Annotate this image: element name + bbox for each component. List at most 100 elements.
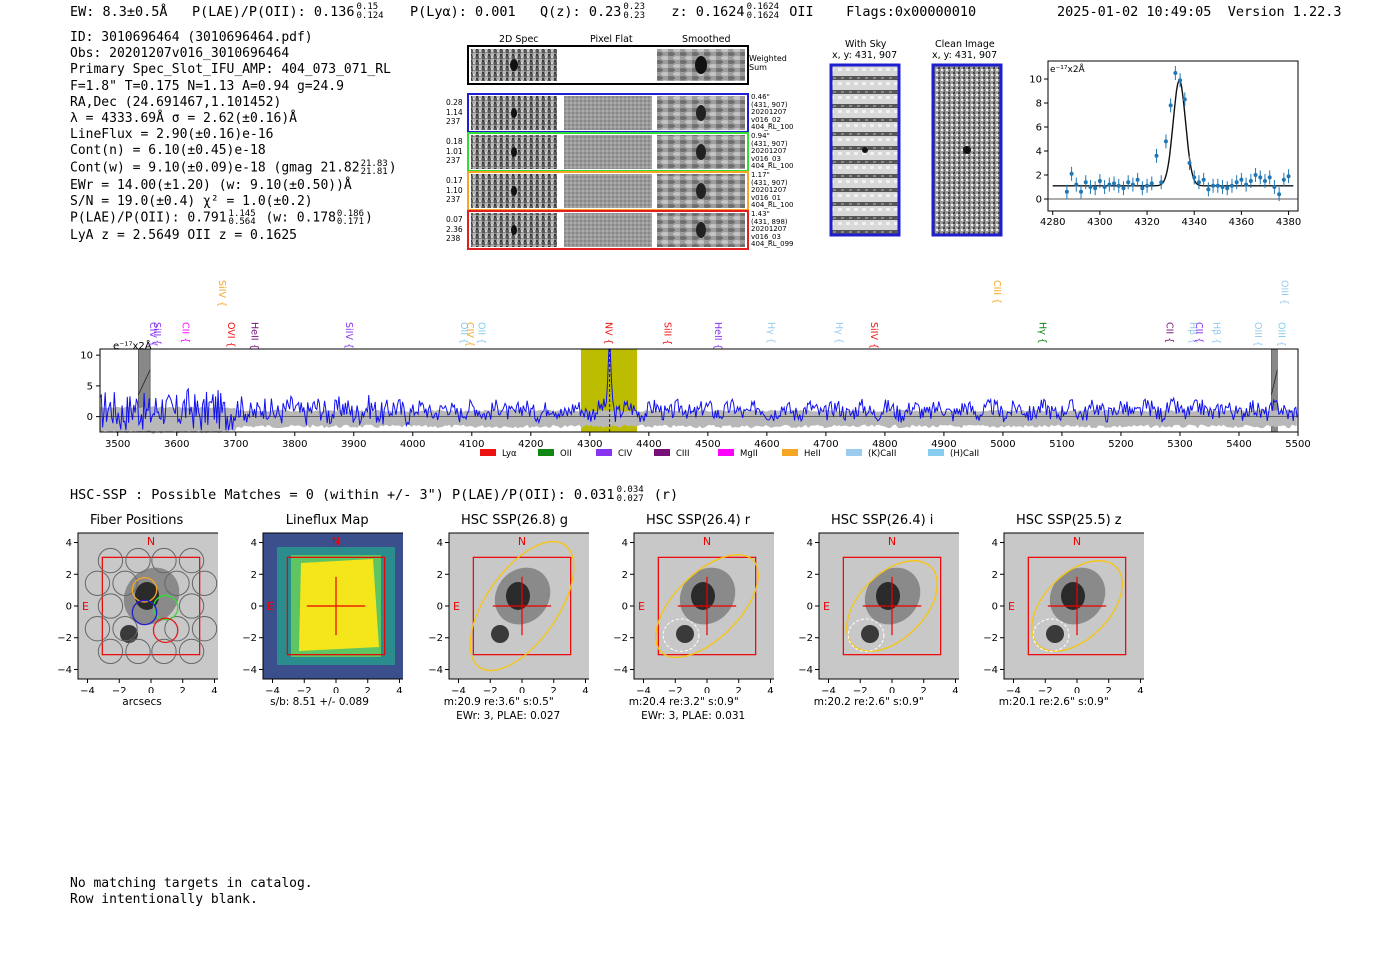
- spectrum-line-label: CII {: [1163, 322, 1174, 343]
- spectrum-y-tick-label: 10: [80, 351, 93, 362]
- zoom-y-tick-label: 8: [1036, 99, 1042, 110]
- spectrum-y-tick-label: 5: [87, 381, 93, 392]
- cutout-rows: [467, 93, 749, 250]
- row-left-value: 237: [446, 117, 461, 126]
- zoom-data-point: [1126, 180, 1131, 185]
- cutout-row-1: [467, 93, 749, 133]
- hsc-x-tick-label: 0: [148, 686, 154, 693]
- spectrum-error-envelope: [100, 406, 1297, 434]
- hsc-y-tick-label: 4: [992, 538, 998, 549]
- spectrum-line-label: SiIV {: [868, 322, 879, 349]
- spectrum-line-label: Hβ {: [1210, 322, 1221, 344]
- fiber-circle: [151, 547, 177, 574]
- spectrum-x-tick-label: 3600: [164, 439, 189, 450]
- spectrum-x-tick-label: 4800: [872, 439, 897, 450]
- clean-image-coords: x, y: 431, 907: [932, 50, 998, 61]
- col-label-pixelflat: Pixel Flat: [590, 34, 633, 45]
- hsc-x-tick-label: 2: [551, 686, 557, 693]
- hsc-y-tick-label: 0: [807, 602, 813, 613]
- info-plae-sup: 1.145: [228, 209, 256, 220]
- hsc-x-tick-label: 0: [1074, 686, 1080, 693]
- spectrum-unit-label: e⁻¹⁷x2Å: [113, 339, 152, 352]
- row-left-value: 2.36: [446, 224, 463, 234]
- spectrum-x-tick-label: 4100: [459, 439, 484, 450]
- hsc-panel-3: N E −4 −4 −2 −2 0 0 2 2 4 4: [429, 532, 589, 693]
- compass-north: N: [1073, 535, 1081, 548]
- row-pixelflat-image: [564, 213, 652, 247]
- fiber-circle: [125, 547, 151, 574]
- row-left-value: 237: [446, 195, 461, 204]
- legend-swatch: [480, 449, 496, 456]
- zoom-data-point: [1239, 177, 1244, 182]
- fiber-circle: [97, 547, 124, 574]
- hsc-panel-caption-2: EWr: 3, PLAE: 0.027: [456, 710, 561, 722]
- row-right-value: 404_RL_100: [751, 201, 794, 210]
- info-slot: Primary Spec_Slot_IFU_AMP: 404_073_071_R…: [70, 62, 391, 78]
- spectrum-line-label: SiIV {: [216, 280, 227, 307]
- hsc-y-tick-label: 4: [807, 538, 813, 549]
- companion-source: [861, 625, 879, 643]
- weighted-sum-row: [467, 45, 749, 85]
- row-right-value: 404_RL_100: [751, 123, 794, 132]
- compass-east: E: [638, 600, 645, 613]
- spectrum-line-label: OIII {: [1278, 280, 1289, 305]
- spectrum-x-tick-label: 4000: [400, 439, 425, 450]
- fiber-circle: [84, 570, 111, 596]
- spectrum-mask-hatch: [1271, 369, 1278, 395]
- zoom-x-tick-label: 4360: [1229, 217, 1254, 228]
- spectrum-line-marker: OVI {: [225, 322, 236, 348]
- row-left-value: 237: [446, 156, 461, 165]
- fiber-circle: [112, 570, 138, 596]
- spectrum-x-tick-label: 5200: [1108, 439, 1133, 450]
- spectrum-line-marker: OIII {: [1252, 322, 1263, 347]
- spectrum-x-tick-label: 3700: [223, 439, 248, 450]
- plae-header-text: P(LAE)/P(OII): 0.136: [191, 4, 355, 20]
- fiber-circle: [191, 570, 218, 596]
- zoom-data-point: [1187, 161, 1192, 165]
- fiber-circle: [112, 616, 138, 642]
- spectrum-x-tick-label: 4700: [813, 439, 838, 450]
- hsc-x-tick-label: 0: [333, 686, 339, 693]
- zoom-data-point: [1074, 182, 1079, 187]
- row-right-value: v016_03: [751, 154, 781, 163]
- spectrum-y-tick-label: 0: [87, 412, 93, 423]
- hsc-x-tick-label: 2: [921, 686, 927, 693]
- zoom-data-point: [1093, 186, 1098, 191]
- spectrum-line-marker: OIII {: [1278, 280, 1289, 305]
- row-left-value: 1.01: [446, 146, 463, 156]
- row-left-value: 238: [446, 234, 461, 243]
- footer-line-1: No matching targets in catalog.: [70, 876, 313, 891]
- spectrum-line-marker: CIV {: [147, 322, 158, 347]
- spectrum-x-tick-label: 4600: [754, 439, 779, 450]
- hsc-x-tick-label: −2: [668, 686, 683, 693]
- spectrum-line-marker: SiIV {: [216, 280, 227, 307]
- row-right-info: 1.17" (431, 907) 20201207 v016_01 404_RL_100: [751, 171, 794, 210]
- z-line: OII: [789, 4, 814, 20]
- hsc-y-tick-label: −4: [243, 665, 257, 676]
- info-plae-w-sub: 0.171: [336, 217, 365, 228]
- header-summary: EW: 8.3±0.5Å P(LAE)/P(OII): 0.136 0.15 0.1…: [70, 3, 976, 21]
- spectrum-line-marker: Hγ {: [765, 322, 776, 344]
- zoom-y-tick-label: 6: [1036, 123, 1042, 134]
- spectrum-line-label: SiII {: [662, 322, 673, 345]
- zoom-data-point: [1116, 183, 1121, 188]
- zoom-data-point: [1258, 175, 1263, 180]
- zoom-data-point: [1253, 173, 1258, 177]
- zoom-data-point: [1145, 183, 1150, 188]
- hsc-panel-caption: m:20.9 re:3.6" s:0.5": [443, 696, 554, 708]
- row-left-value: 0.28: [446, 98, 463, 107]
- companion-ellipse: [662, 618, 700, 652]
- legend-label: (H)CaII: [950, 449, 979, 459]
- legend-label: Lyα: [502, 449, 517, 459]
- hsc-x-tick-label: 4: [582, 686, 588, 693]
- clean-image-title: Clean Image: [935, 39, 995, 50]
- hsc-aperture-ellipse: [469, 540, 575, 672]
- hsc-x-tick-label: 4: [396, 686, 402, 693]
- zoom-data-point: [1107, 182, 1112, 187]
- row-left-values: 0.28 1.14 237: [446, 98, 463, 127]
- spectrum-line-label: OIII {: [1252, 322, 1263, 347]
- spectrum-line-label: CIV {: [147, 322, 158, 347]
- hsc-aperture-ellipse: [655, 554, 759, 658]
- hsc-x-tick-label: −4: [636, 686, 651, 693]
- hsc-panel-title: HSC SSP(25.5) z: [1016, 513, 1122, 528]
